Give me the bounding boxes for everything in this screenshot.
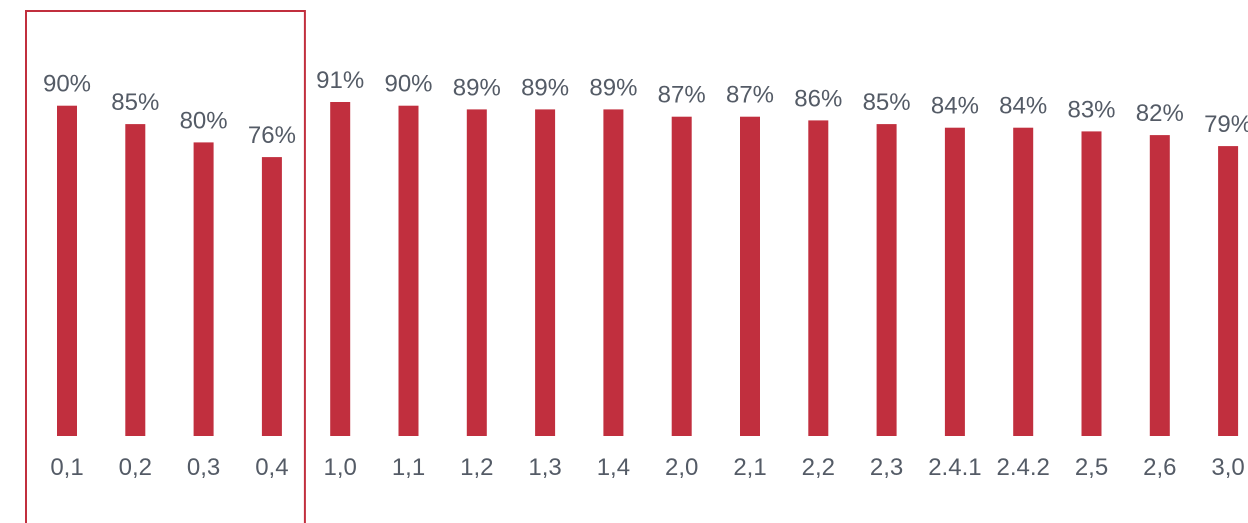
bar-2,5 — [1081, 131, 1102, 436]
x-tick-label: 0,1 — [50, 454, 83, 481]
bar-1,3 — [535, 109, 556, 437]
x-tick-label: 0,2 — [119, 454, 152, 481]
data-label: 91% — [316, 67, 364, 94]
bar-2,1 — [740, 116, 760, 436]
data-label: 85% — [111, 89, 159, 116]
x-tick-label: 2,1 — [733, 454, 766, 481]
data-label: 84% — [931, 93, 979, 120]
bar-2,3 — [876, 124, 897, 436]
bar-1,0 — [330, 102, 351, 436]
bar-0,4 — [261, 157, 282, 436]
x-tick-label: 1,4 — [597, 454, 630, 481]
x-tick-label: 1,2 — [460, 454, 493, 481]
data-label: 80% — [180, 107, 228, 134]
data-label: 87% — [658, 82, 706, 109]
data-label: 87% — [726, 82, 774, 109]
bar-2.4.2 — [1013, 127, 1034, 436]
data-label: 89% — [521, 74, 569, 101]
data-label: 76% — [248, 122, 296, 149]
bar-0,2 — [125, 124, 146, 436]
bars-group — [57, 102, 1239, 437]
x-tick-label: 2,0 — [665, 454, 698, 481]
data-label: 84% — [999, 93, 1047, 120]
x-tick-label: 0,4 — [255, 454, 288, 481]
data-label: 79% — [1204, 111, 1248, 138]
x-tick-label: 2,5 — [1075, 454, 1108, 481]
bar-0,3 — [193, 142, 214, 436]
bar-1,2 — [466, 109, 487, 437]
x-tick-label: 1,0 — [324, 454, 357, 481]
x-tick-label: 1,3 — [528, 454, 561, 481]
x-tick-label: 2,6 — [1143, 454, 1176, 481]
tick-labels-group: 0,1 0,2 0,3 0,4 1,0 1,1 1,2 1,3 1,4 2,0 2,1 2,2 2,3 2… — [50, 454, 1244, 481]
data-label: 82% — [1136, 100, 1184, 127]
data-label: 89% — [453, 74, 501, 101]
x-tick-label: 0,3 — [187, 454, 220, 481]
bar-2,0 — [671, 116, 692, 436]
data-label: 90% — [384, 71, 432, 98]
bar-2,6 — [1149, 135, 1170, 436]
data-label: 86% — [794, 85, 842, 112]
x-tick-label: 1,1 — [392, 454, 425, 481]
bar-2.4.1 — [944, 127, 965, 436]
x-tick-label: 2,3 — [870, 454, 903, 481]
data-labels-group: 90% 85% 80% 76% 91% 90% 89% 89% 89% 87% 87% 86% 85% 8… — [43, 67, 1248, 149]
bar-1,4 — [603, 109, 624, 437]
bar-3,0 — [1218, 146, 1239, 436]
bar-1,1 — [398, 105, 419, 436]
x-tick-label: 2.4.2 — [997, 454, 1050, 481]
x-tick-label: 2,2 — [802, 454, 835, 481]
data-label: 83% — [1067, 96, 1115, 123]
x-tick-label: 3,0 — [1211, 454, 1244, 481]
data-label: 89% — [589, 74, 637, 101]
bar-0,1 — [57, 105, 77, 436]
x-tick-label: 2.4.1 — [928, 454, 981, 481]
highlight-box — [25, 10, 306, 523]
bar-2,2 — [808, 120, 829, 437]
data-label: 85% — [863, 89, 911, 116]
data-label: 90% — [43, 71, 91, 98]
